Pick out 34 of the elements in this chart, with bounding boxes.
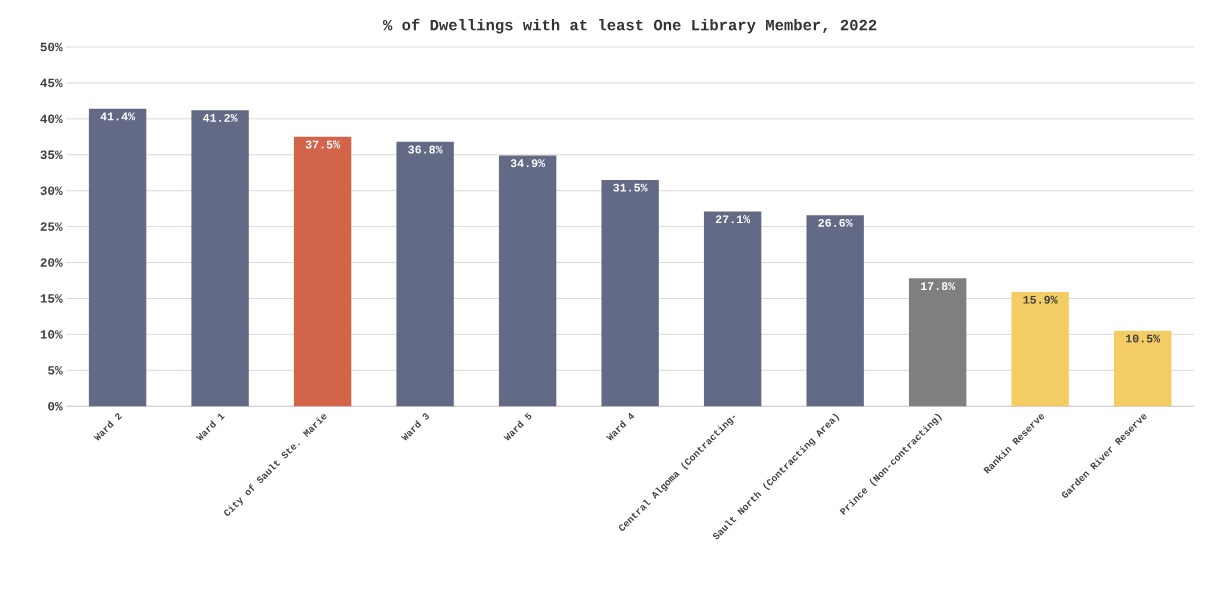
- y-tick-label: 5%: [48, 365, 63, 375]
- y-tick-label: 30%: [40, 186, 63, 195]
- bar: [703, 211, 762, 407]
- data-label: 27.1%: [715, 215, 751, 224]
- data-label: 17.8%: [920, 282, 956, 290]
- bar: [908, 278, 967, 407]
- bar: [88, 108, 147, 407]
- bar: [1113, 330, 1172, 407]
- data-label: 10.5%: [1125, 334, 1161, 343]
- data-label: 26.6%: [818, 218, 853, 227]
- y-tick-label: 40%: [40, 114, 63, 124]
- y-tick-label: 45%: [40, 78, 63, 88]
- data-label: 34.9%: [510, 159, 546, 168]
- bar: [1011, 291, 1069, 407]
- bar: [191, 110, 249, 407]
- data-label: 37.5%: [305, 140, 341, 149]
- bar: [293, 136, 352, 407]
- bar: [396, 141, 454, 407]
- y-tick-label: 0%: [48, 401, 63, 411]
- bar: [806, 215, 864, 407]
- data-label: 15.9%: [1023, 295, 1058, 304]
- y-tick-label: 35%: [40, 150, 63, 159]
- data-label: 31.5%: [613, 183, 648, 192]
- y-tick-label: 50%: [40, 42, 63, 52]
- y-tick-label: 10%: [40, 330, 63, 339]
- data-label: 41.4%: [100, 112, 136, 121]
- chart-title: % of Dwellings with at least One Library Member, 2022: [382, 18, 877, 34]
- data-label: 36.8%: [408, 145, 443, 154]
- bar: [498, 155, 557, 407]
- y-tick-label: 20%: [40, 258, 63, 267]
- data-label: 41.2%: [203, 113, 238, 122]
- bar: [601, 179, 659, 407]
- y-tick-label: 25%: [40, 222, 63, 231]
- y-tick-label: 15%: [40, 294, 63, 303]
